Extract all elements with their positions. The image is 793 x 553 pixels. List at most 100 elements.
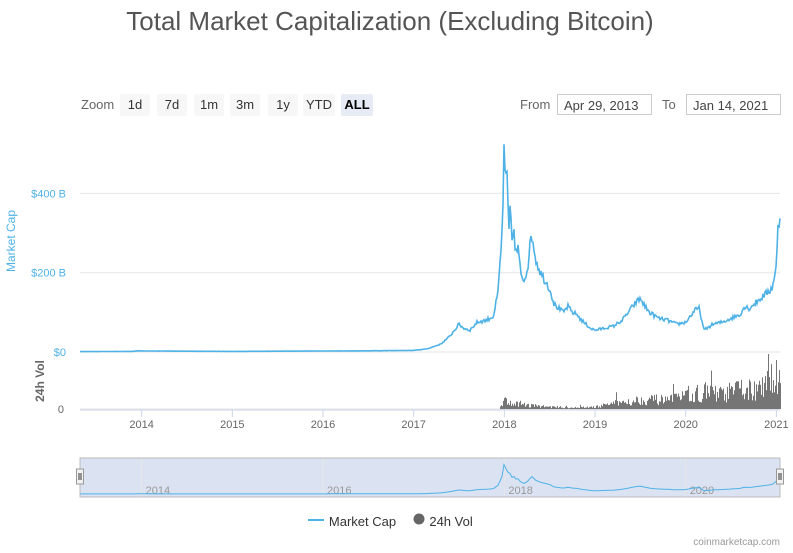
- navigator[interactable]: 2014 2016 2018 2020: [76, 457, 784, 498]
- zoom-7d-button[interactable]: 7d: [157, 94, 187, 116]
- volume-bar: [571, 407, 572, 409]
- navigator-left-handle[interactable]: [76, 468, 84, 485]
- zoom-1y-button[interactable]: 1y: [268, 94, 298, 116]
- volume-bar: [643, 400, 644, 409]
- volume-bar: [771, 364, 772, 409]
- volume-bar: [729, 382, 730, 409]
- volume-bar: [701, 402, 702, 409]
- volume-bar: [551, 408, 552, 409]
- volume-bar: [554, 406, 555, 409]
- volume-bar: [573, 407, 574, 409]
- market-cap-line-icon: [308, 519, 325, 521]
- volume-bar: [610, 403, 611, 409]
- volume-bar: [721, 388, 722, 409]
- volume-bar: [637, 397, 638, 409]
- volume-bar: [677, 396, 678, 409]
- volume-bar: [579, 407, 580, 409]
- navigator-selection: [80, 458, 780, 497]
- volume-bar: [640, 404, 641, 409]
- volume-series: [500, 354, 781, 409]
- zoom-3m-button[interactable]: 3m: [230, 94, 260, 116]
- zoom-all-button[interactable]: ALL: [341, 94, 373, 116]
- legend-item-market-cap[interactable]: Market Cap: [307, 513, 396, 529]
- volume-bar: [546, 406, 547, 409]
- volume-bar: [683, 395, 684, 409]
- volume-bar: [611, 402, 612, 409]
- volume-bar: [693, 402, 694, 409]
- volume-bar: [732, 387, 733, 409]
- volume-bar: [581, 406, 582, 409]
- volume-bar: [755, 400, 756, 409]
- volume-bar: [586, 407, 587, 409]
- volume-bar: [744, 399, 745, 409]
- volume-bar: [765, 376, 766, 409]
- x-tick-label: 2014: [129, 419, 153, 431]
- volume-bar: [539, 405, 540, 409]
- volume-bar: [654, 394, 655, 409]
- x-tick-label: 2015: [220, 419, 244, 431]
- volume-bar: [670, 395, 671, 409]
- volume-bar: [666, 400, 667, 409]
- to-date-input[interactable]: Jan 14, 2021: [686, 94, 781, 115]
- volume-bar: [576, 407, 577, 409]
- volume-bar: [558, 408, 559, 409]
- x-tick-label: 2016: [311, 419, 335, 431]
- volume-bar: [590, 406, 591, 409]
- volume-bar: [638, 402, 639, 409]
- volume-bar: [741, 379, 742, 409]
- volume-bar: [524, 402, 525, 409]
- volume-bar: [753, 395, 754, 409]
- volume-bar: [595, 407, 596, 409]
- zoom-1d-button[interactable]: 1d: [120, 94, 150, 116]
- volume-bar: [567, 407, 568, 409]
- volume-bar: [625, 402, 626, 409]
- from-date-input[interactable]: Apr 29, 2013: [557, 94, 652, 115]
- volume-bar: [725, 394, 726, 409]
- navigator-tick-label: 2016: [327, 485, 351, 497]
- volume-bar: [543, 405, 544, 409]
- volume-bar: [708, 393, 709, 409]
- volume-bar: [723, 388, 724, 409]
- zoom-1m-button[interactable]: 1m: [194, 94, 224, 116]
- market-cap-line: [80, 144, 781, 353]
- volume-bar: [703, 392, 704, 409]
- volume-bar: [687, 389, 688, 409]
- volume-bar: [766, 390, 767, 409]
- volume-bar: [713, 390, 714, 409]
- volume-bar: [572, 407, 573, 409]
- volume-bar: [688, 385, 689, 409]
- volume-bar: [717, 392, 718, 409]
- volume-bar: [659, 401, 660, 409]
- volume-bar: [649, 397, 650, 409]
- volume-bar: [600, 407, 601, 409]
- volume-bar: [757, 391, 758, 409]
- volume-bar: [603, 403, 604, 409]
- volume-bar: [531, 404, 532, 409]
- navigator-right-handle[interactable]: [776, 468, 784, 485]
- volume-bar: [534, 406, 535, 409]
- volume-bar: [593, 406, 594, 409]
- volume-bar: [653, 400, 654, 409]
- volume-bar: [504, 398, 505, 409]
- navigator-tick-label: 2020: [690, 485, 714, 497]
- volume-bar: [684, 395, 685, 409]
- volume-bar: [719, 388, 720, 409]
- volume-bar: [707, 385, 708, 409]
- x-tick-label: 2021: [764, 419, 788, 431]
- volume-bar: [662, 397, 663, 409]
- volume-bar: [714, 394, 715, 409]
- volume-bar: [617, 401, 618, 409]
- volume-bar: [503, 400, 504, 409]
- volume-bar: [561, 407, 562, 409]
- volume-bar: [690, 400, 691, 409]
- volume-bar: [724, 400, 725, 409]
- volume-bar: [514, 403, 515, 409]
- zoom-ytd-button[interactable]: YTD: [303, 94, 335, 116]
- volume-bar: [759, 380, 760, 409]
- volume-bar: [568, 408, 569, 409]
- credit-link[interactable]: coinmarketcap.com: [693, 537, 780, 548]
- volume-bar: [685, 390, 686, 409]
- volume-bar: [647, 400, 648, 409]
- legend-item-24h-vol[interactable]: 24h Vol: [412, 513, 473, 529]
